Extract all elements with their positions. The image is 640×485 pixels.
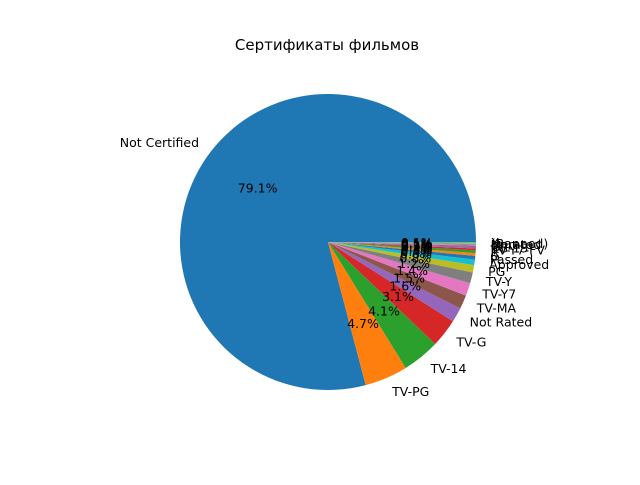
pie-slice-3 — [328, 242, 436, 368]
pie-percent-label: 0.2% — [401, 238, 433, 253]
pie-percent-label: 3.1% — [382, 289, 414, 304]
pie-slice-6 — [328, 242, 466, 309]
pie-slice-16 — [328, 242, 476, 247]
pie-percent-label: 0.1% — [401, 235, 433, 250]
pie-percent-label: 0.1% — [401, 236, 433, 251]
pie-slice-7 — [328, 242, 471, 296]
pie-category-label: R — [490, 245, 499, 260]
pie-slice-11 — [328, 242, 476, 260]
pie-percent-label: 1.5% — [393, 271, 425, 286]
pie-percent-label: 0.3% — [401, 240, 433, 255]
pie-slice-2 — [328, 242, 406, 386]
pie-slice-13 — [328, 242, 476, 254]
pie-category-label: M — [491, 238, 502, 253]
pie-percent-label: 0.3% — [401, 242, 433, 257]
pie-slices — [180, 93, 476, 390]
pie-category-label: (Banned) — [491, 236, 548, 251]
pie-slice-19 — [328, 242, 476, 244]
pie-category-label: Unrated — [491, 237, 541, 252]
pie-slice-17 — [328, 242, 476, 246]
pie-category-label: Passed — [490, 252, 533, 267]
pie-percent-label: 79.1% — [238, 180, 278, 195]
pie-slice-12 — [328, 242, 476, 256]
pie-category-label: G — [490, 248, 500, 263]
pie-slice-1 — [180, 93, 476, 390]
pie-slice-14 — [328, 242, 476, 251]
pie-category-label: TV-Y — [485, 274, 512, 289]
pie-percent-label: 0.1% — [401, 237, 433, 252]
pie-category-label: TV-Y7 — [481, 287, 516, 302]
pie-slice-10 — [328, 242, 475, 266]
pie-category-label: Approved — [489, 257, 549, 272]
pie-category-label: TV-14 — [430, 361, 467, 376]
pie-slice-18 — [328, 242, 476, 245]
pie-percent-label: 0.2% — [401, 239, 433, 254]
pie-slice-8 — [328, 242, 473, 284]
pie-category-label: TV-PG — [391, 384, 429, 399]
pie-percent-label: 0.8% — [399, 251, 431, 266]
pie-slice-4 — [328, 242, 453, 344]
pie-percent-label: 1.2% — [398, 256, 430, 271]
pie-category-label: X — [491, 235, 500, 250]
pie-slice-5 — [328, 242, 461, 322]
pie-slice-9 — [328, 242, 475, 273]
pie-category-label: PG — [488, 264, 505, 279]
pie-percent-labels: 79.1% 4.7%4.1%3.1%1.6%1.5%1.4%1.2%0.8%0.6… — [238, 180, 433, 331]
pie-category-label: PG-13 — [491, 241, 529, 256]
pie-slice-15 — [328, 242, 476, 249]
pie-category-label: TV-MA — [476, 301, 517, 316]
pie-category-label: TV-Y7-FV — [490, 243, 546, 258]
pie-percent-label: 4.7% — [347, 316, 379, 331]
pie-percent-label: 1.6% — [389, 278, 421, 293]
pie-slice-20 — [328, 242, 476, 243]
pie-percent-label: 0.6% — [400, 247, 432, 262]
pie-percent-label: 0.4% — [400, 244, 432, 259]
pie-percent-label: 0.1% — [401, 236, 433, 251]
pie-category-label: Not Certified — [120, 135, 199, 150]
pie-percent-label: 4.1% — [368, 303, 400, 318]
chart-title: Сертификаты фильмов — [235, 36, 419, 54]
pie-category-label: GP — [491, 239, 509, 254]
pie-category-label: TV-G — [455, 335, 486, 350]
pie-category-label: Not Rated — [470, 315, 532, 330]
pie-percent-label: 0.1% — [401, 235, 433, 250]
pie-percent-label: 1.4% — [396, 263, 428, 278]
